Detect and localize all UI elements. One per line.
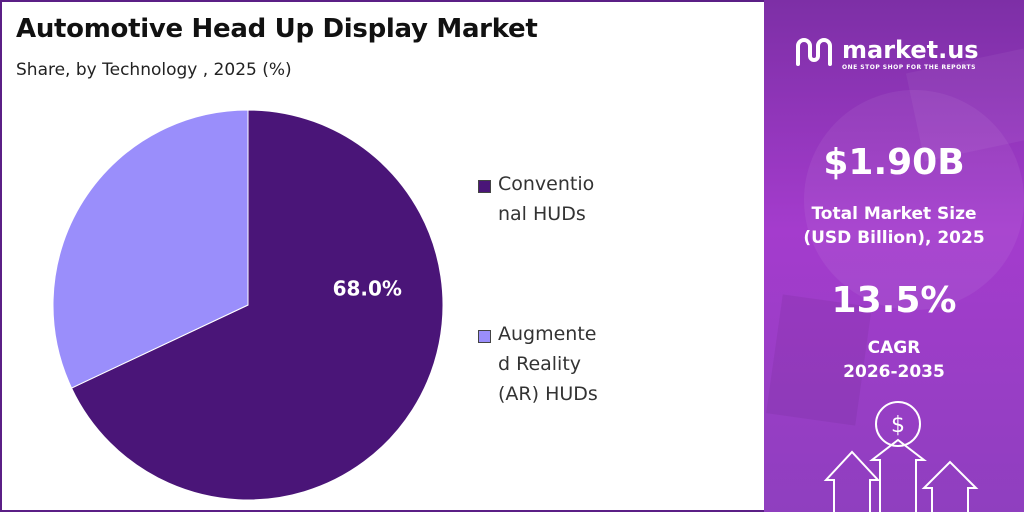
decorative-background [766, 48, 1024, 426]
data-label-conventional: 68.0% [333, 277, 402, 301]
legend-swatch-ar [478, 330, 491, 343]
cagr-value: 13.5% [831, 280, 957, 321]
market-size-label-1: Total Market Size [811, 204, 977, 224]
cagr-period: 2026-2035 [843, 362, 945, 382]
pie-slice-ar [52, 109, 249, 389]
legend-label-conventional: Conventional HUDs [498, 173, 595, 225]
legend: Conventional HUDs Augmented Reality (AR)… [478, 173, 604, 409]
pie-slice-conventional [70, 109, 444, 501]
stats-sidebar: market.us ONE STOP SHOP FOR THE REPORTS … [764, 0, 1024, 512]
market-us-logo-icon [796, 38, 832, 66]
cagr-label: CAGR [867, 338, 921, 358]
legend-swatch-conventional [478, 180, 491, 193]
legend-item-ar: Augmented Reality (AR) HUDs [478, 323, 604, 409]
chart-title: Automotive Head Up Display Market [16, 14, 538, 44]
market-size-value: $1.90B [823, 142, 965, 183]
market-size-label-2: (USD Billion), 2025 [803, 228, 985, 248]
dollar-arrows-icon: $ [823, 401, 979, 512]
legend-label-ar: Augmented Reality (AR) HUDs [498, 323, 598, 405]
svg-text:$: $ [891, 413, 905, 438]
brand-name: market.us [842, 36, 979, 64]
legend-item-conventional: Conventional HUDs [478, 173, 604, 325]
chart-subtitle: Share, by Technology , 2025 (%) [16, 60, 292, 80]
brand-tagline: ONE STOP SHOP FOR THE REPORTS [842, 64, 976, 71]
pie-chart: 68.0% [52, 109, 444, 501]
background-glow [804, 90, 1024, 310]
